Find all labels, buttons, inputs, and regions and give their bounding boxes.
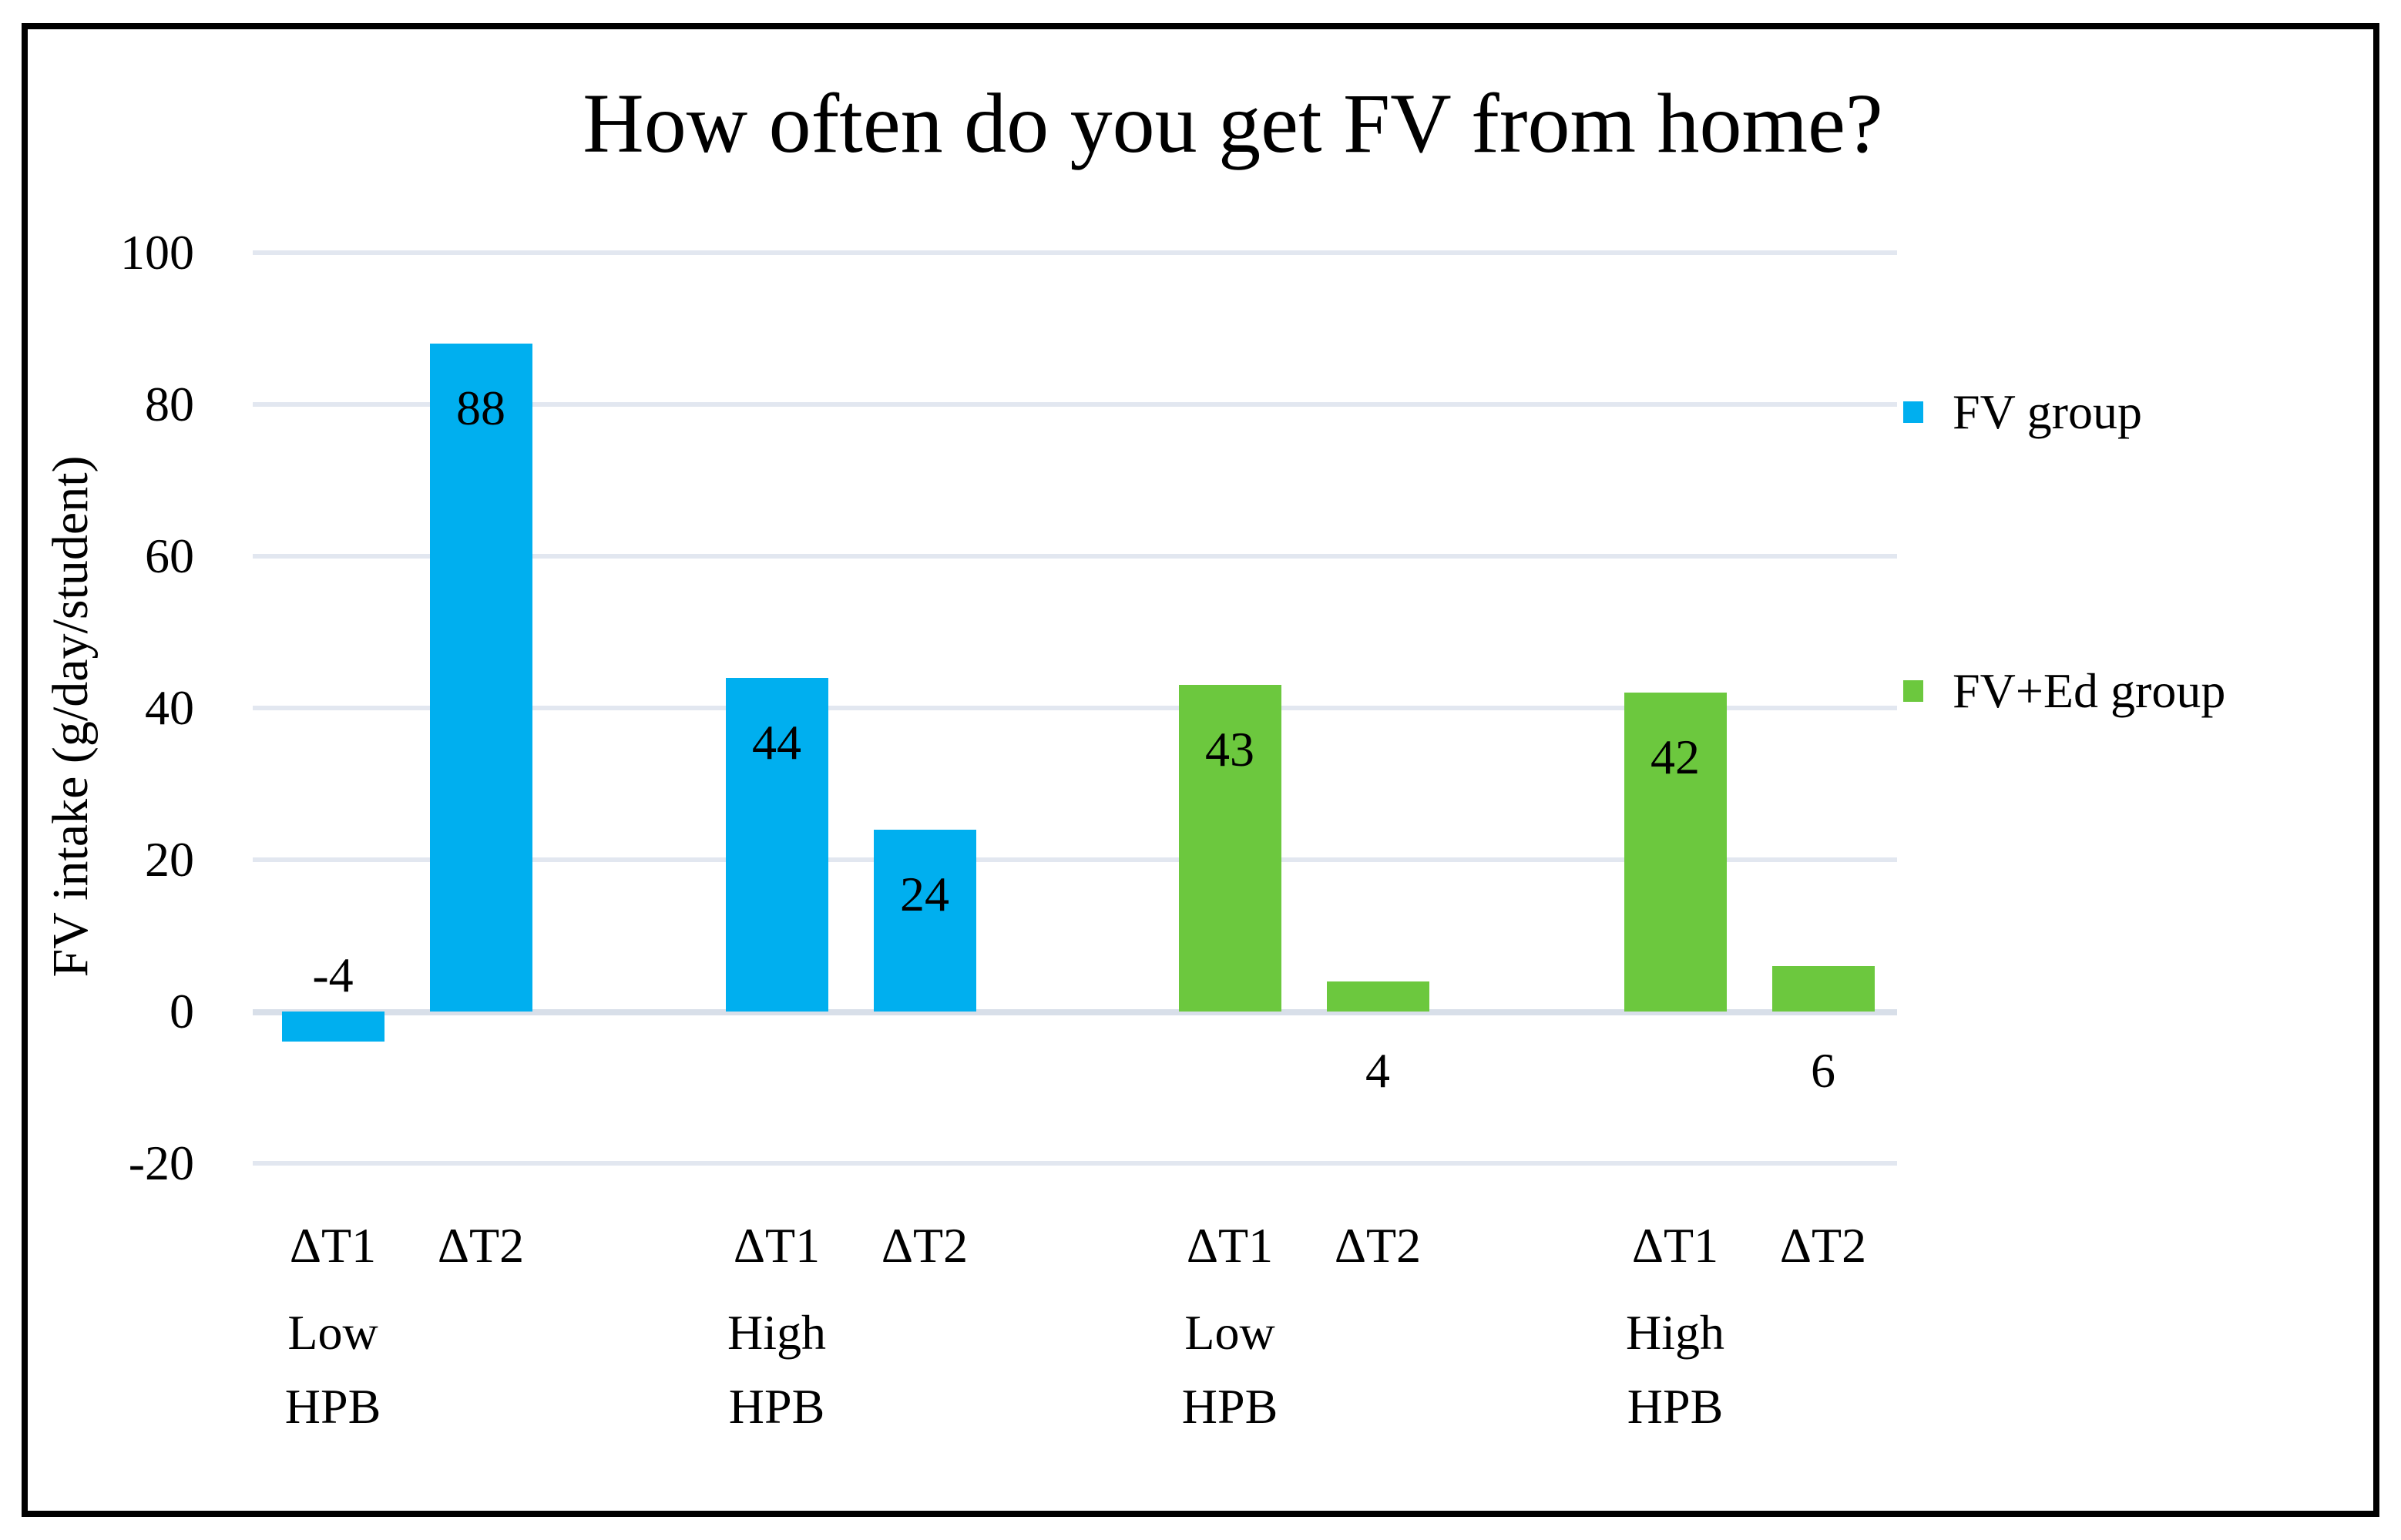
category-tier2-label: High bbox=[1626, 1305, 1724, 1360]
y-tick-label: 40 bbox=[145, 680, 194, 735]
category-tier2-label: Low bbox=[287, 1305, 378, 1360]
bar bbox=[1178, 685, 1281, 1012]
bar bbox=[725, 677, 828, 1012]
gridline bbox=[253, 857, 1897, 862]
gridline bbox=[253, 402, 1897, 407]
bar-value-label: 24 bbox=[900, 866, 949, 921]
category-tier2-label: Low bbox=[1184, 1305, 1275, 1360]
gridline bbox=[253, 1161, 1897, 1166]
gridline bbox=[253, 554, 1897, 559]
category-label-δt1: ΔT1 bbox=[1186, 1218, 1274, 1273]
category-tier3-label: HPB bbox=[1627, 1379, 1724, 1434]
figure-border bbox=[22, 23, 2379, 1517]
y-tick-label: 80 bbox=[145, 377, 194, 431]
legend-item: FV+Ed group bbox=[1903, 664, 2225, 718]
bar bbox=[873, 829, 976, 1012]
category-label-δt1: ΔT1 bbox=[733, 1218, 821, 1273]
bar-value-label: 43 bbox=[1205, 722, 1254, 777]
legend-swatch-fv-ed-group bbox=[1903, 680, 1923, 702]
y-tick-label: 100 bbox=[120, 225, 194, 280]
bar bbox=[429, 344, 532, 1012]
legend-swatch-fv-group bbox=[1903, 401, 1923, 423]
category-tier2-label: High bbox=[727, 1305, 826, 1360]
category-label-δt2: ΔT2 bbox=[437, 1218, 525, 1273]
gridline bbox=[253, 706, 1897, 710]
y-tick-label: 60 bbox=[145, 528, 194, 583]
y-tick-label: 0 bbox=[170, 984, 194, 1038]
category-tier3-label: HPB bbox=[728, 1379, 825, 1434]
y-tick-label: -20 bbox=[128, 1136, 194, 1190]
legend-label: FV+Ed group bbox=[1953, 663, 2226, 718]
y-tick-label: 20 bbox=[145, 832, 194, 887]
legend-label: FV group bbox=[1953, 384, 2142, 439]
category-label-δt1: ΔT1 bbox=[1631, 1218, 1719, 1273]
category-label-δt2: ΔT2 bbox=[1334, 1218, 1422, 1273]
legend-item: FV group bbox=[1903, 385, 2142, 439]
bar bbox=[1624, 693, 1727, 1012]
bar bbox=[1326, 981, 1429, 1012]
category-tier3-label: HPB bbox=[1181, 1379, 1278, 1434]
category-label-δt1: ΔT1 bbox=[289, 1218, 377, 1273]
bar-value-label: 42 bbox=[1650, 730, 1700, 785]
bar-value-label: 44 bbox=[752, 714, 801, 770]
bar-value-label: -4 bbox=[312, 948, 354, 1002]
category-tier3-label: HPB bbox=[284, 1379, 381, 1434]
bar-value-label: 4 bbox=[1365, 1043, 1390, 1098]
category-label-δt2: ΔT2 bbox=[1779, 1218, 1867, 1273]
bar bbox=[1771, 965, 1875, 1012]
bar bbox=[281, 1012, 384, 1042]
gridline bbox=[253, 250, 1897, 255]
bar-value-label: 88 bbox=[456, 381, 505, 436]
chart-title: How often do you get FV from home? bbox=[583, 76, 1883, 170]
bar-value-label: 6 bbox=[1811, 1043, 1835, 1098]
zero-gridline bbox=[253, 1009, 1897, 1015]
category-label-δt2: ΔT2 bbox=[881, 1218, 969, 1273]
